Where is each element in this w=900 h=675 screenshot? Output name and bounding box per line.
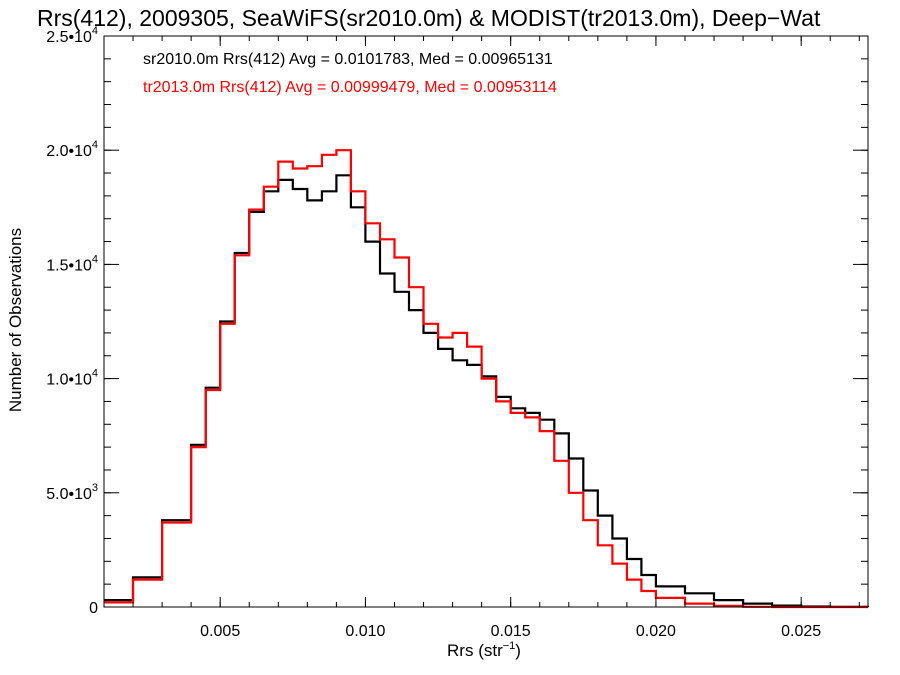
legend-entry-series-1: sr2010.0m Rrs(412) Avg = 0.0101783, Med … [143,51,553,68]
series-line-2 [104,149,868,609]
chart-title: Rrs(412), 2009305, SeaWiFS(sr2010.0m) & … [37,5,821,31]
y-tick-label: 2.5•104 [46,25,98,46]
y-tick-label: 0 [89,600,98,617]
x-axis-label: Rrs (str−1) [447,640,521,660]
y-tick-label: 1.5•104 [46,253,98,274]
legend-entry-series-2: tr2013.0m Rrs(412) Avg = 0.00999479, Med… [143,79,557,96]
plot-area [103,35,870,609]
x-tick-label: 0.005 [200,623,240,640]
y-tick-label: 5.0•103 [46,482,98,503]
plot-frame [103,35,869,608]
y-tick-label: 2.0•104 [46,139,98,160]
y-axis-label: Number of Observations [6,228,25,412]
y-axis: 0 5.0•103 1.0•104 1.5•104 2.0•104 2.5•104 [46,25,868,617]
x-tick-label: 0.010 [345,623,385,640]
x-tick-label: 0.020 [636,623,676,640]
legend: sr2010.0m Rrs(412) Avg = 0.0101783, Med … [143,51,557,96]
y-tick-label: 1.0•104 [46,368,98,389]
x-axis: 0.005 0.010 0.015 0.020 0.025 [103,36,860,640]
x-tick-label: 0.025 [781,623,821,640]
x-tick-label: 0.015 [491,623,531,640]
